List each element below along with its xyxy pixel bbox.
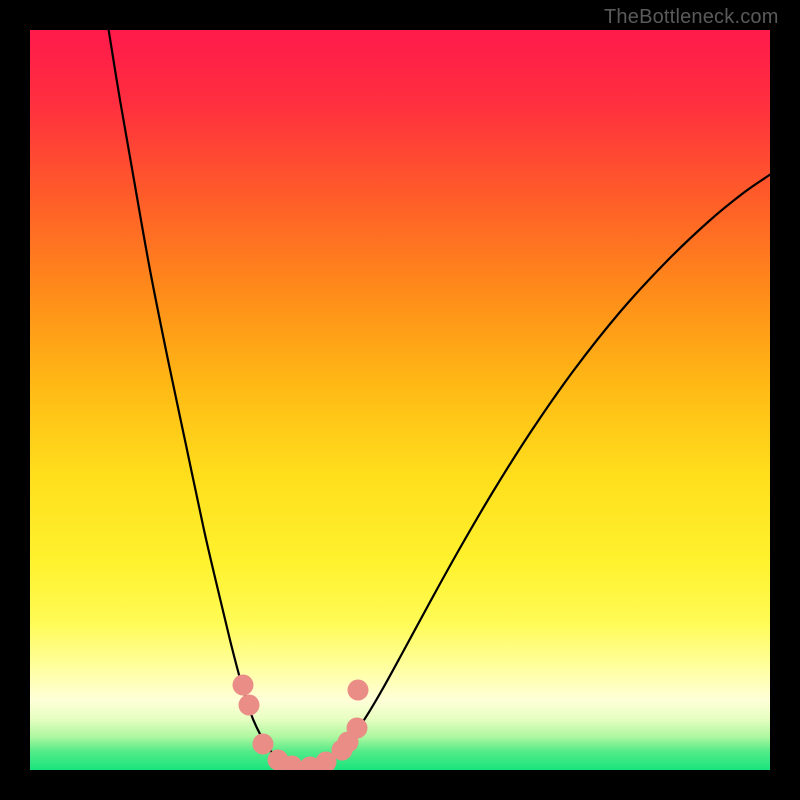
chart-svg (0, 0, 800, 800)
chart-root: TheBottleneck.com (0, 0, 800, 800)
marker-dot (282, 756, 303, 777)
marker-dot (239, 695, 260, 716)
marker-dot (233, 675, 254, 696)
marker-dot (253, 734, 274, 755)
marker-dot (348, 680, 369, 701)
marker-dot (347, 718, 368, 739)
watermark-text: TheBottleneck.com (604, 6, 779, 29)
